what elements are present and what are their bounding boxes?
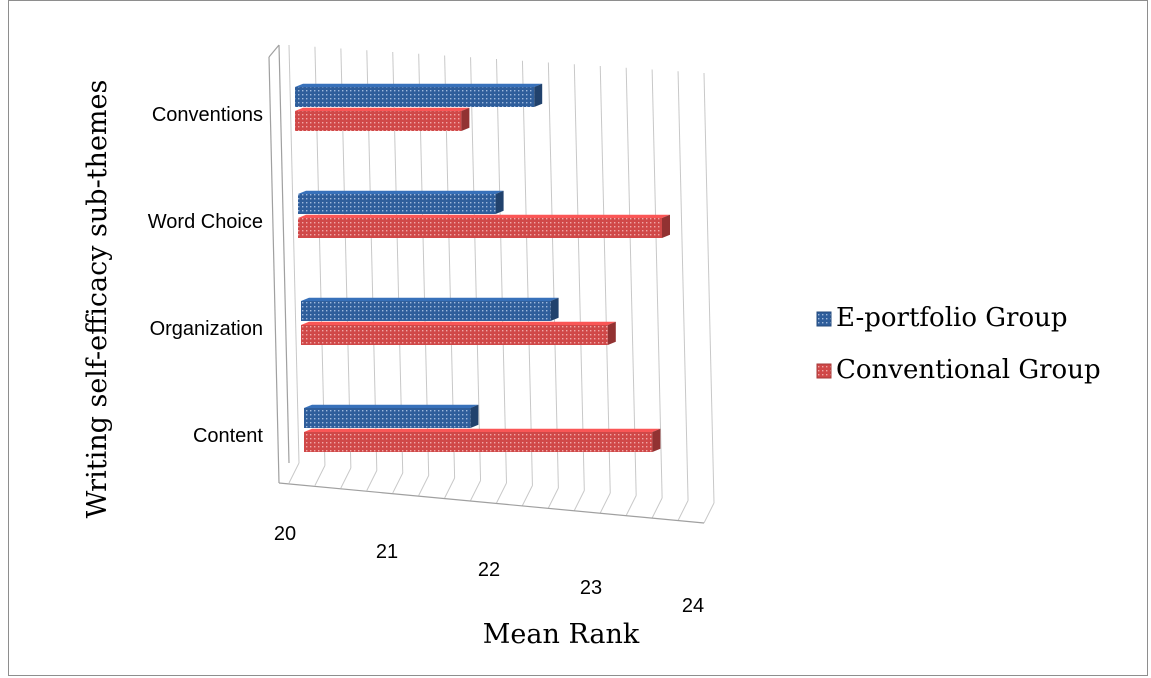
floor-gridline — [651, 497, 663, 519]
x-tick-label: 23 — [580, 577, 602, 599]
gridline — [573, 64, 585, 491]
x-tick-label: 21 — [376, 541, 398, 563]
chart: Conventions Word Choice Organization Conten… — [82, 44, 1101, 650]
floor-gridline — [496, 482, 507, 504]
bar-end-face — [470, 404, 479, 428]
bar-e-portfolio-group-content — [304, 404, 479, 428]
bar-top-face — [295, 83, 543, 87]
bar-top-face — [301, 297, 559, 301]
floor-gridline — [703, 502, 715, 524]
gridline — [651, 69, 663, 499]
legend-item: E-portfolio Group — [816, 303, 1068, 333]
category-labels: Conventions Word Choice Organization Conten… — [148, 104, 264, 447]
legend-label: E-portfolio Group — [836, 303, 1068, 333]
bar-front-face — [298, 218, 662, 238]
gridline — [288, 44, 300, 464]
bar-front-face — [295, 87, 535, 107]
gridline — [703, 72, 715, 504]
bar-front-face — [301, 325, 608, 345]
floor-gridline — [573, 490, 585, 511]
bar-conventional-group-conventions — [295, 107, 470, 131]
floor-gridline — [677, 500, 689, 521]
category-label: Conventions — [152, 104, 263, 126]
floor-gridline — [521, 485, 533, 506]
gridline — [547, 62, 559, 489]
floor-gridline — [288, 462, 300, 484]
floor-gridline — [392, 472, 404, 494]
x-axis-title: Mean Rank — [483, 619, 640, 650]
side-wall-edge — [278, 44, 290, 464]
x-tick-labels: 20 21 22 23 24 — [274, 523, 704, 617]
bar-front-face — [301, 301, 551, 321]
x-tick-label: 24 — [682, 595, 704, 617]
floor-gridline — [418, 475, 430, 496]
floor-gridline — [470, 480, 482, 501]
bar-front-face — [298, 194, 496, 214]
bar-top-face — [304, 404, 479, 408]
bar-top-face — [295, 107, 470, 111]
bar-e-portfolio-group-word-choice — [298, 190, 504, 214]
floor-gridline — [340, 467, 352, 489]
legend-label: Conventional Group — [836, 355, 1101, 385]
bar-top-face — [298, 214, 670, 218]
bar-conventional-group-content — [304, 428, 661, 452]
bar-end-face — [550, 297, 559, 321]
bar-e-portfolio-group-organization — [301, 297, 559, 321]
bar-conventional-group-word-choice — [298, 214, 670, 238]
floor-gridline — [599, 492, 611, 514]
floor-gridline — [444, 477, 456, 499]
bar-top-face — [301, 321, 616, 325]
bar-front-face — [304, 408, 471, 428]
legend-swatch — [816, 363, 832, 379]
gridline — [625, 67, 637, 496]
gridline — [496, 58, 507, 484]
bar-end-face — [534, 83, 543, 107]
x-tick-label: 20 — [274, 523, 296, 545]
bar-top-face — [304, 428, 661, 432]
gridline — [599, 65, 611, 494]
gridline — [470, 57, 482, 481]
floor-gridline — [366, 470, 378, 491]
legend-swatch — [816, 311, 832, 327]
category-label: Content — [193, 425, 263, 447]
floor-front-edge — [278, 482, 705, 524]
bar-e-portfolio-group-conventions — [295, 83, 543, 107]
gridline — [521, 60, 533, 486]
bar-end-face — [461, 107, 470, 131]
chart-frame: Conventions Word Choice Organization Conten… — [8, 0, 1148, 676]
bar-conventional-group-organization — [301, 321, 616, 345]
bar-end-face — [662, 214, 670, 238]
category-label: Organization — [150, 318, 263, 340]
y-axis-title: Writing self-efficacy sub-themes — [82, 80, 113, 519]
bar-front-face — [295, 111, 462, 131]
bar-end-face — [607, 321, 616, 345]
category-label: Word Choice — [148, 211, 263, 233]
bar-top-face — [298, 190, 504, 194]
side-wall-front-edge — [268, 56, 280, 484]
floor-gridline — [547, 487, 559, 509]
side-wall-top-edge — [268, 44, 280, 58]
legend: E-portfolio Group Conventional Group — [816, 303, 1101, 385]
floor-gridline — [314, 465, 326, 486]
bar-end-face — [652, 428, 661, 452]
bar-end-face — [495, 190, 504, 214]
gridline — [677, 71, 689, 501]
floor-gridline — [625, 495, 637, 516]
bar-front-face — [304, 432, 653, 452]
bars-layer — [295, 83, 670, 452]
legend-item: Conventional Group — [816, 355, 1101, 385]
x-tick-label: 22 — [478, 559, 500, 581]
